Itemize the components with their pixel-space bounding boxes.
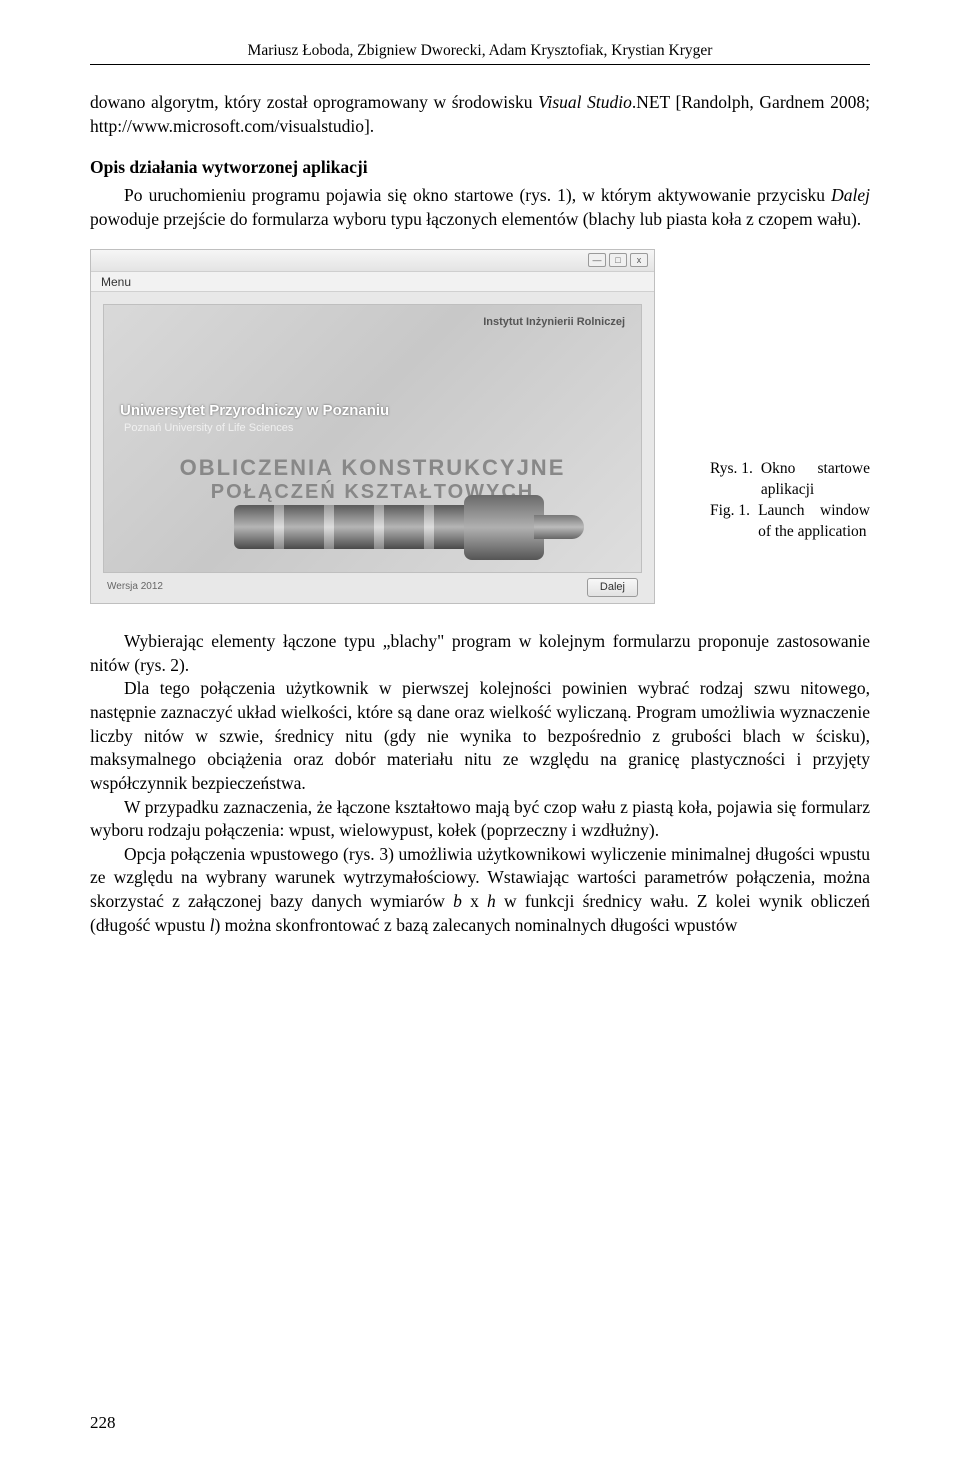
paragraph-2: Po uruchomieniu programu pojawia się okn…: [90, 184, 870, 231]
p1-a: dowano algorytm, który został oprogramow…: [90, 92, 538, 112]
version-label: Wersja 2012: [107, 580, 163, 594]
figure-caption: Rys. 1. Okno startowe aplikacji Fig. 1. …: [710, 459, 870, 543]
p6-it2: h: [487, 891, 496, 911]
window-footer: Wersja 2012 Dalej: [103, 577, 642, 597]
caption-fig-text: Launch window of the application: [758, 501, 870, 543]
paragraph-5: W przypadku zaznaczenia, że łączone kszt…: [90, 796, 870, 843]
section-subhead: Opis działania wytworzonej aplikacji: [90, 156, 870, 180]
shaft-graphic: [234, 495, 584, 560]
paragraph-4: Dla tego połączenia użytkownik w pierwsz…: [90, 677, 870, 795]
caption-rys-text: Okno startowe aplikacji: [761, 459, 870, 501]
paragraph-1: dowano algorytm, który został oprogramow…: [90, 91, 870, 138]
p2-a: Po uruchomieniu programu pojawia się okn…: [124, 185, 831, 205]
paragraph-3: Wybierając elementy łączone typu „blachy…: [90, 630, 870, 677]
menu-bar[interactable]: Menu: [91, 272, 654, 292]
app-canvas: Instytut Inżynierii Rolniczej Uniwersyte…: [103, 304, 642, 573]
university-name: Uniwersytet Przyrodniczy w Poznaniu: [120, 401, 389, 421]
header-rule: [90, 64, 870, 65]
university-name-en: Poznań University of Life Sciences: [124, 421, 293, 436]
page-number: 228: [90, 1413, 116, 1433]
caption-rys-label: Rys. 1.: [710, 459, 753, 501]
p2-b: powoduje przejście do formularza wyboru …: [90, 209, 861, 229]
minimize-icon[interactable]: —: [588, 253, 606, 267]
window-titlebar: — □ x: [91, 250, 654, 272]
header-authors: Mariusz Łoboda, Zbigniew Dworecki, Adam …: [90, 42, 870, 60]
body-text: dowano algorytm, który został oprogramow…: [90, 91, 870, 937]
close-icon[interactable]: x: [630, 253, 648, 267]
figure-1: — □ x Menu Instytut Inżynierii Rolniczej…: [90, 249, 870, 604]
caption-fig-label: Fig. 1.: [710, 501, 750, 543]
p6-b: x: [462, 891, 487, 911]
p6-it1: b: [453, 891, 462, 911]
screenshot-window: — □ x Menu Instytut Inżynierii Rolniczej…: [90, 249, 655, 604]
next-button[interactable]: Dalej: [587, 578, 638, 597]
p2-italic: Dalej: [831, 185, 870, 205]
paragraph-6: Opcja połączenia wpustowego (rys. 3) umo…: [90, 843, 870, 938]
maximize-icon[interactable]: □: [609, 253, 627, 267]
p1-italic: Visual Studio: [538, 92, 632, 112]
window-controls: — □ x: [588, 253, 648, 267]
p6-d: ) można skonfrontować z bazą zalecanych …: [214, 915, 737, 935]
institute-logo-text: Instytut Inżynierii Rolniczej: [483, 315, 625, 330]
